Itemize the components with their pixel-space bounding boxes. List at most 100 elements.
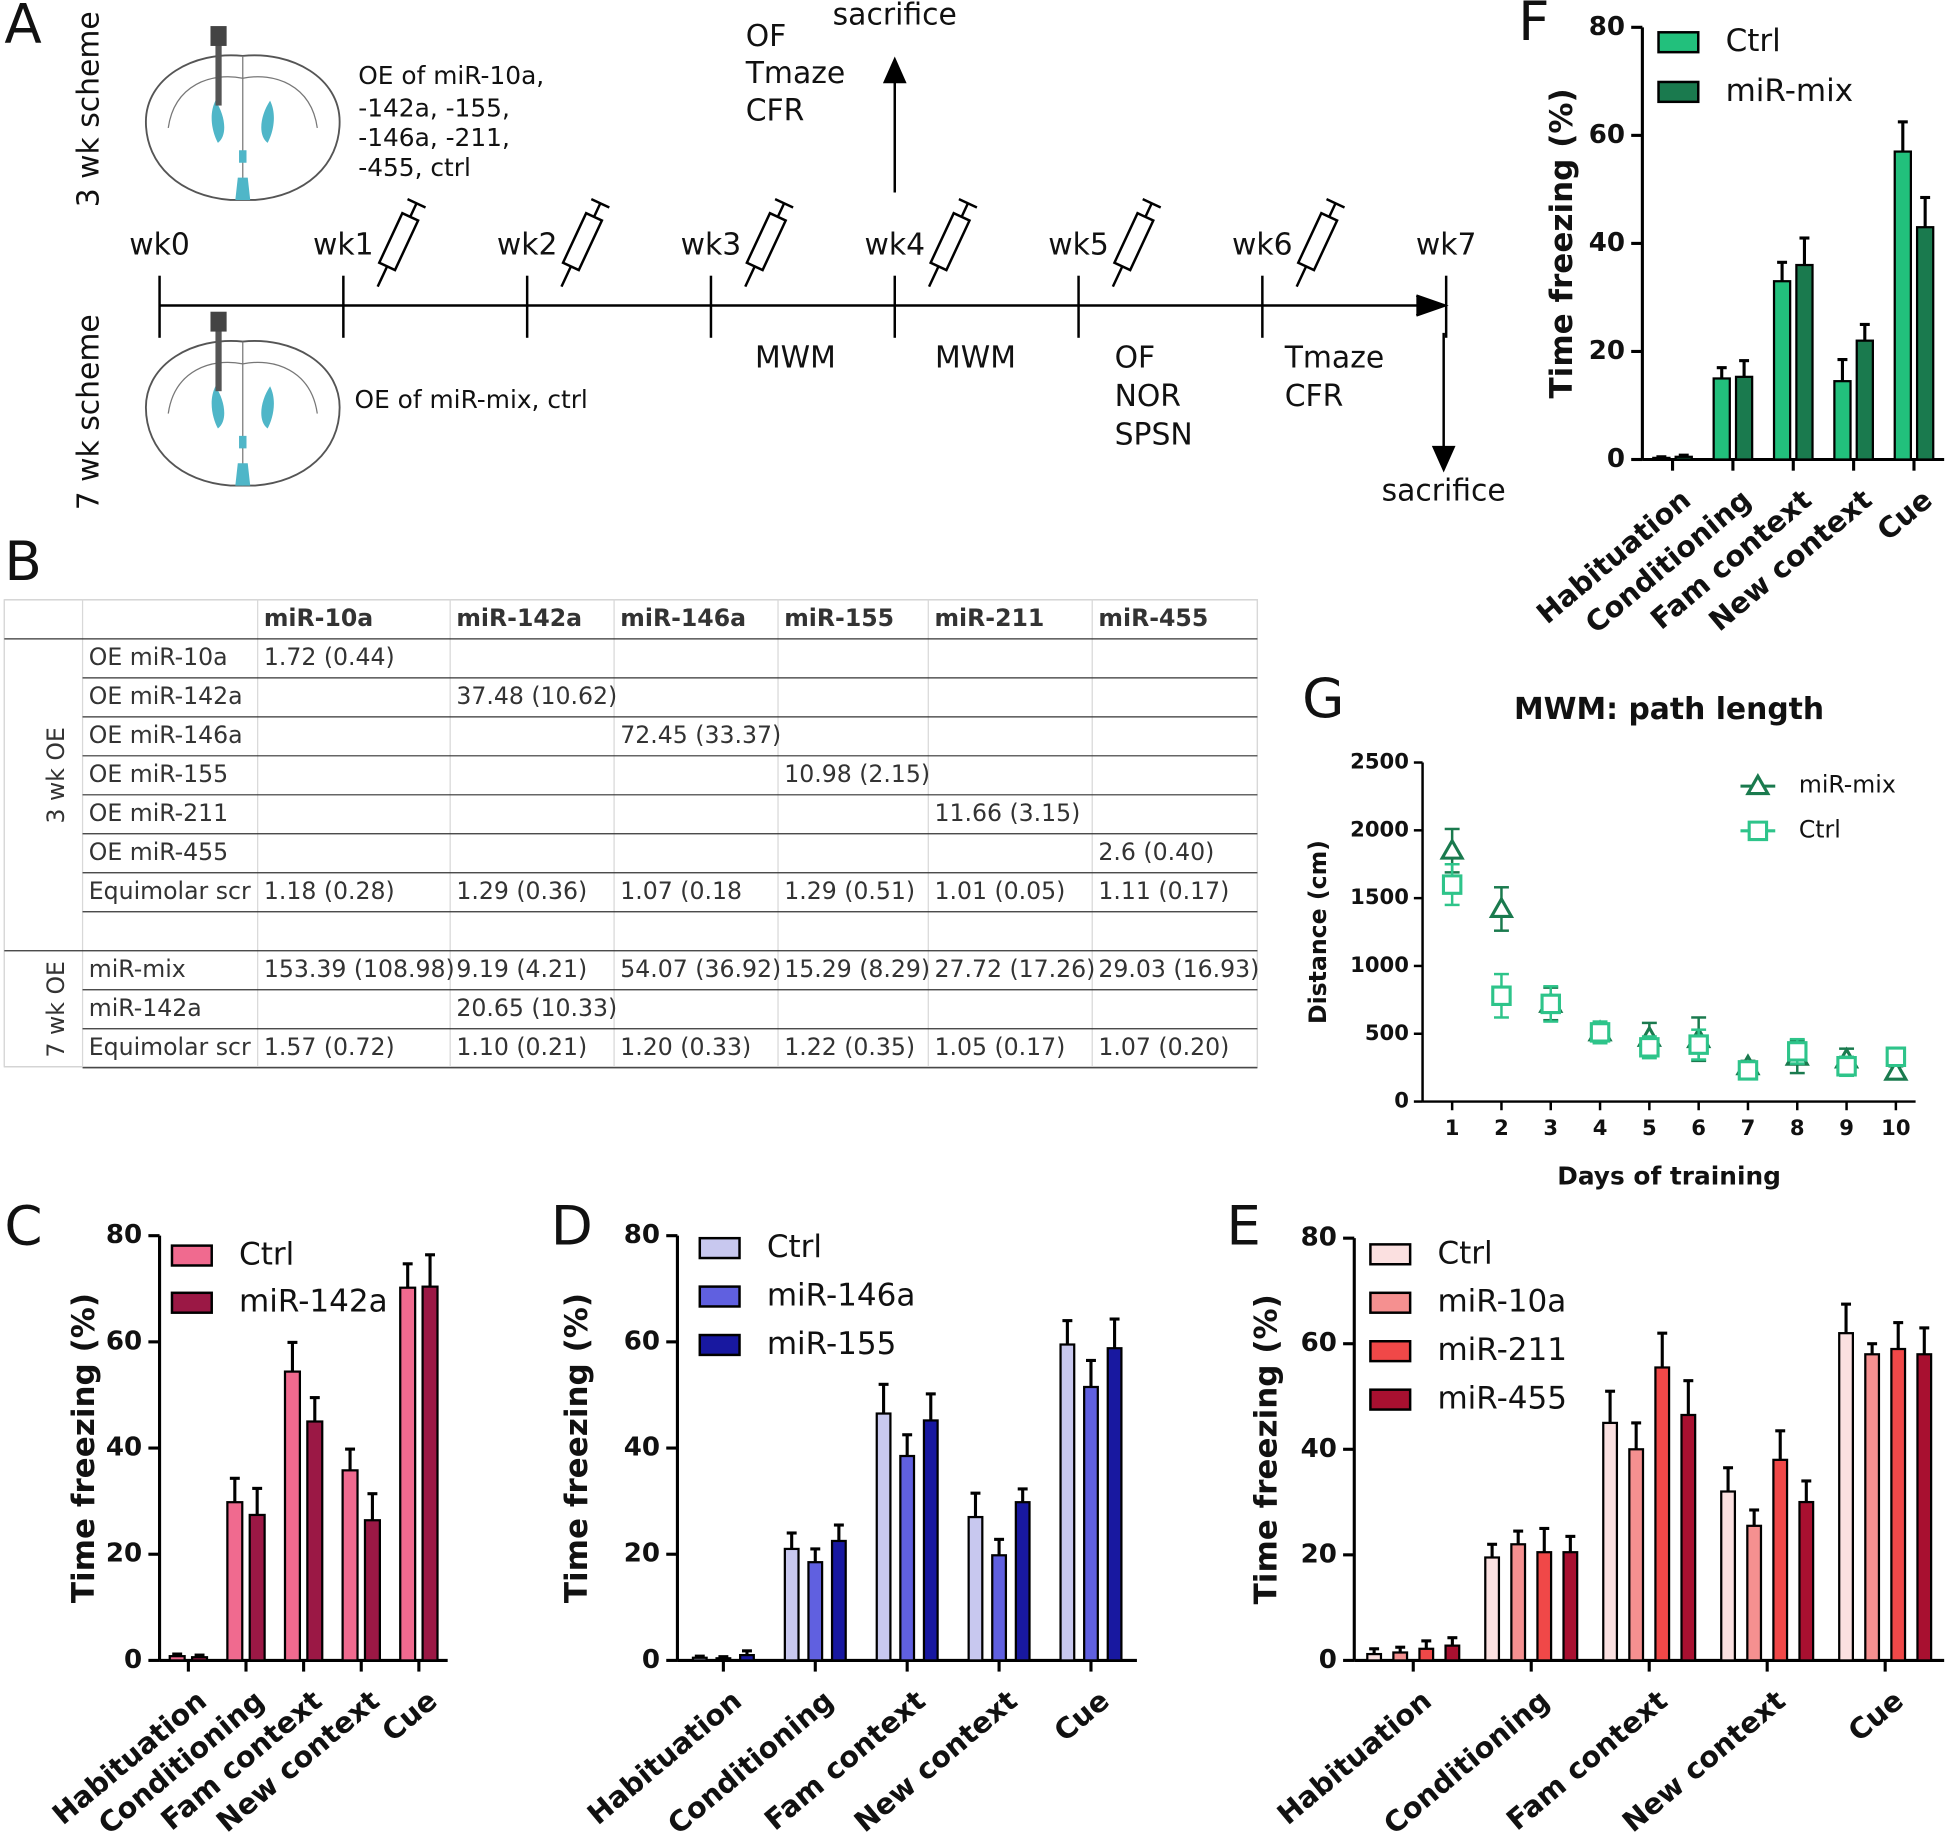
bar bbox=[1915, 226, 1935, 461]
x-tick-label: Cue bbox=[375, 1683, 443, 1748]
bar bbox=[922, 1419, 939, 1662]
legend-label: miR-455 bbox=[1437, 1381, 1567, 1417]
marker bbox=[1540, 993, 1561, 1015]
bar bbox=[1059, 1343, 1076, 1662]
bar bbox=[1795, 263, 1814, 461]
y-tick-label: 40 bbox=[106, 1433, 142, 1463]
syringe bbox=[376, 198, 427, 288]
legend-swatch bbox=[170, 1244, 213, 1267]
ventricle bbox=[211, 100, 274, 200]
bar bbox=[1602, 1421, 1619, 1662]
test-label: Tmaze bbox=[1284, 340, 1384, 375]
syringe bbox=[560, 198, 610, 288]
marker bbox=[1885, 1046, 1907, 1068]
legend-label: Ctrl bbox=[239, 1237, 294, 1273]
test-label: OF bbox=[1115, 340, 1156, 375]
syringe-plunger bbox=[776, 202, 786, 218]
marker bbox=[1787, 1041, 1808, 1062]
bar bbox=[1083, 1385, 1099, 1662]
x-tick-label: 6 bbox=[1691, 1115, 1706, 1140]
syringe-body bbox=[561, 211, 604, 272]
panel-letter: B bbox=[4, 529, 41, 593]
y-axis-label: Time freezing (%) bbox=[1248, 1294, 1284, 1604]
oe-text: OE of miR-10a, bbox=[358, 61, 544, 90]
panel-letter: C bbox=[4, 1194, 42, 1258]
y-tick-label: 2000 bbox=[1350, 816, 1409, 841]
x-tick-label: Cue bbox=[1870, 482, 1938, 547]
week-label: wk2 bbox=[497, 227, 558, 262]
bar bbox=[363, 1519, 381, 1662]
syringe-handle bbox=[406, 198, 427, 209]
test-label: OF bbox=[746, 19, 787, 54]
scheme-label: 7 wk scheme bbox=[72, 314, 107, 510]
test-label: CFR bbox=[1285, 379, 1344, 414]
syringe-body bbox=[377, 211, 420, 272]
bar bbox=[1628, 1448, 1645, 1662]
marker bbox=[1745, 773, 1771, 796]
bar bbox=[1392, 1651, 1409, 1662]
bar bbox=[1916, 1353, 1933, 1662]
marker bbox=[1737, 1060, 1759, 1081]
marker bbox=[1491, 985, 1512, 1007]
table-row-label: miR-142a bbox=[89, 994, 202, 1022]
marker bbox=[1488, 895, 1515, 918]
y-tick-label: 40 bbox=[624, 1433, 660, 1463]
bar bbox=[421, 1285, 439, 1662]
line-chart: MWM: path length 0 500 1000 1500 2000 2500 1 2 3 4… bbox=[1304, 692, 1916, 1190]
marker bbox=[1639, 1037, 1660, 1058]
table-cell: 1.05 (0.17) bbox=[935, 1033, 1066, 1061]
week-label: wk6 bbox=[1232, 227, 1293, 262]
week-label: wk5 bbox=[1048, 227, 1109, 262]
bar bbox=[248, 1513, 266, 1662]
syringe-plunger bbox=[409, 202, 418, 218]
syringe-handle bbox=[1325, 198, 1346, 209]
test-label: MWM bbox=[755, 340, 836, 375]
syringe-body bbox=[745, 211, 788, 272]
table-cell: 11.66 (3.15) bbox=[935, 799, 1081, 827]
bar bbox=[168, 1655, 186, 1662]
x-tick-label: Cue bbox=[1047, 1683, 1115, 1748]
bar bbox=[1418, 1647, 1435, 1662]
table-row-label: OE miR-142a bbox=[89, 682, 243, 710]
syringe-needle bbox=[927, 265, 940, 288]
brains bbox=[144, 26, 341, 487]
table-group-label: 7 wk OE bbox=[42, 961, 70, 1057]
sacrifice: sacrifice bbox=[1382, 473, 1506, 508]
x-tick-label: 4 bbox=[1593, 1115, 1608, 1140]
legend-label: miR-211 bbox=[1437, 1332, 1567, 1368]
table-cell: 20.65 (10.33) bbox=[456, 994, 617, 1022]
bar bbox=[1746, 1524, 1763, 1662]
bar bbox=[1444, 1644, 1461, 1662]
marker bbox=[1439, 837, 1465, 860]
panel-letter: D bbox=[551, 1194, 593, 1258]
bar bbox=[1674, 455, 1693, 461]
syringe-plunger bbox=[1328, 202, 1337, 218]
x-tick-label: Fam context bbox=[758, 1683, 932, 1837]
marker bbox=[1747, 820, 1769, 842]
table-cell: 1.72 (0.44) bbox=[264, 643, 395, 671]
table-cell: 1.29 (0.51) bbox=[784, 877, 915, 905]
bar bbox=[807, 1561, 824, 1662]
table-cell: 15.29 (8.29) bbox=[784, 955, 930, 983]
y-tick-label: 20 bbox=[106, 1539, 142, 1569]
chart-title: MWM: path length bbox=[1514, 692, 1824, 727]
y-axis-label: Time freezing (%) bbox=[66, 1293, 102, 1603]
bar bbox=[1893, 150, 1912, 461]
syringe bbox=[927, 198, 978, 288]
legend-label: Ctrl bbox=[1726, 23, 1781, 59]
y-tick-label: 1500 bbox=[1350, 884, 1409, 909]
legend-swatch bbox=[1657, 31, 1700, 54]
legend-label: miR-142a bbox=[239, 1284, 388, 1320]
y-tick-label: 40 bbox=[1589, 228, 1625, 258]
scheme-label: 3 wk scheme bbox=[72, 11, 107, 207]
bar bbox=[691, 1656, 708, 1662]
bar bbox=[1864, 1353, 1881, 1662]
legend-label: Ctrl bbox=[1437, 1235, 1492, 1271]
bar bbox=[1734, 375, 1754, 461]
y-tick-label: 20 bbox=[1589, 336, 1625, 366]
ventricle bbox=[211, 386, 274, 486]
table-cell: 1.57 (0.72) bbox=[264, 1033, 395, 1061]
table-cell: 10.98 (2.15) bbox=[784, 760, 930, 788]
brain bbox=[144, 311, 341, 487]
